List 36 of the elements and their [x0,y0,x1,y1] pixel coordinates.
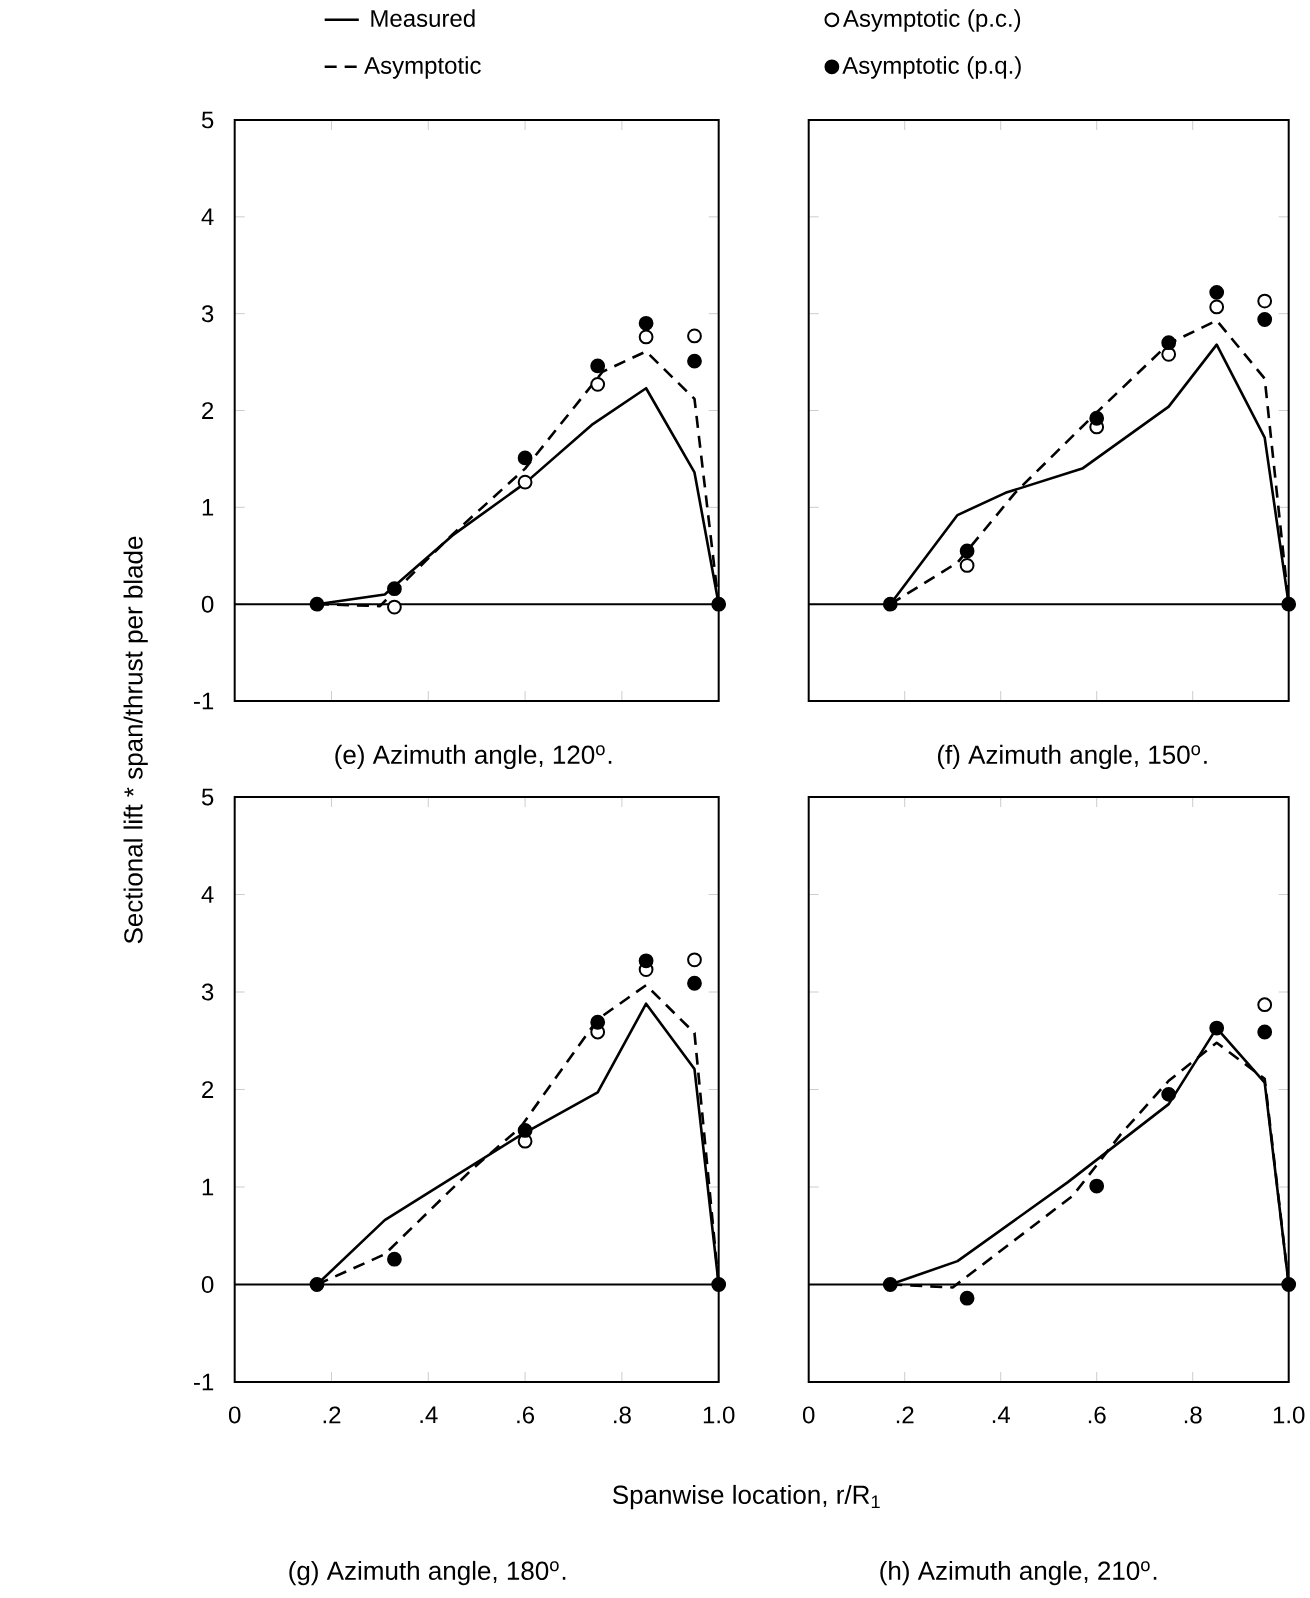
text: (h) Azimuth angle, 210$^{o}$. [880,1560,1157,1586]
x-tick-label: 1.0 [703,1406,735,1424]
y-tick-label: 5 [202,788,214,806]
x-tick-label: .6 [517,1406,535,1424]
y-tick-label: 2 [202,402,214,419]
x-tick-label: .4 [420,1406,438,1423]
x-tick-label: .2 [897,1406,914,1424]
y-tick-label: 2 [202,1081,214,1098]
y-tick-label: 4 [201,208,214,226]
y-tick-label: 0 [202,595,214,613]
y-tick-label: 3 [202,305,214,323]
x-tick-label: 0 [229,1406,241,1424]
x-axis-title: Spanwise location, r/R$_{1}$ [613,1484,880,1510]
x-tick-label: .8 [1185,1406,1202,1424]
y-tick-label: 0 [202,1276,214,1293]
legend-label: Asymptotic [364,56,481,79]
y-tick-label: 4 [201,886,214,903]
text: (f) Azimuth angle, 150$^{o}$. [938,744,1207,770]
text: (e) Azimuth angle, 120$^{o}$. [335,744,612,770]
y-tick-label: -1 [194,692,214,710]
y-axis-title: Sectional lift * span/thrust per blade [123,536,148,944]
x-tick-label: .4 [993,1406,1011,1423]
y-tick-label: -1 [194,1373,214,1391]
y-tick-label: 5 [202,111,214,129]
x-tick-label: 0 [803,1406,815,1424]
y-tick-label: 1 [202,499,214,516]
x-tick-label: .2 [323,1406,341,1424]
x-tick-label: 1.0 [1273,1406,1305,1424]
y-tick-label: 1 [202,1178,214,1196]
y-tick-label: 3 [202,983,214,1001]
legend-label: Asymptotic (p.c.) [843,9,1021,32]
legend-label: Measured [371,9,475,27]
text: (g) Azimuth angle, 180$^{o}$. [289,1560,566,1586]
x-tick-label: .6 [1089,1406,1106,1424]
legend-label: Asymptotic (p.q.) [842,56,1021,79]
x-tick-label: .8 [614,1406,632,1424]
